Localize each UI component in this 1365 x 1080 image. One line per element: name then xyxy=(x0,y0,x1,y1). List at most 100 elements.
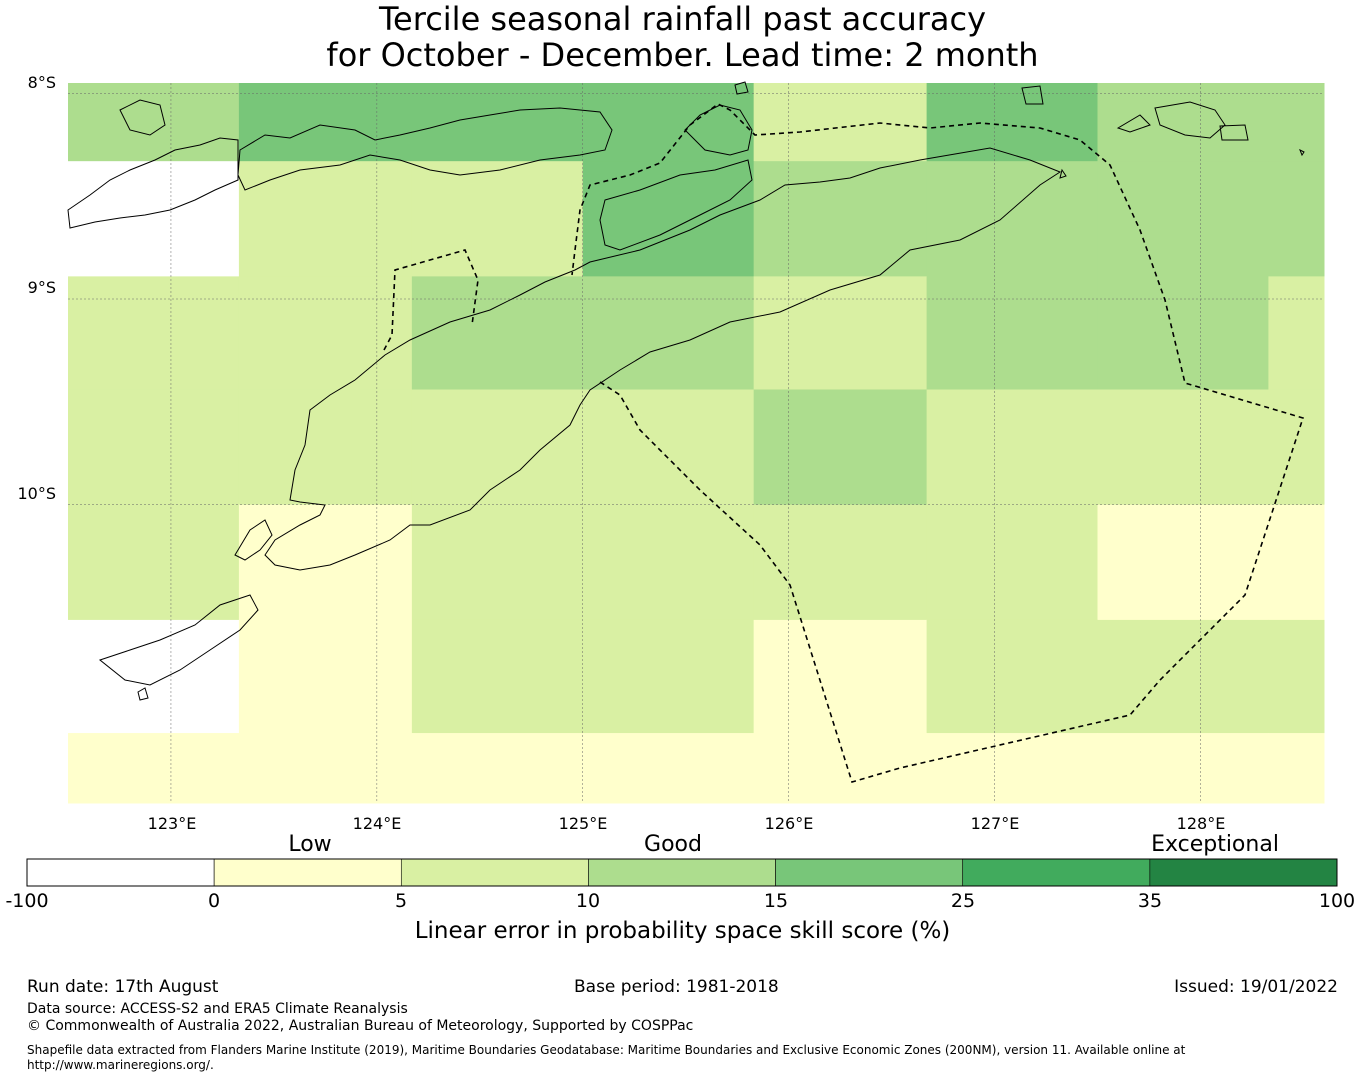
colorbar-segment xyxy=(588,858,776,887)
skill-cell xyxy=(1268,83,1325,162)
colorbar-segment xyxy=(962,858,1151,887)
map-title-line2: for October - December. Lead time: 2 mon… xyxy=(326,36,1039,74)
skill-cell xyxy=(582,276,755,391)
lat-label-10s: 10°S xyxy=(17,484,56,503)
shapefile-credit-line2: http://www.marineregions.org/. xyxy=(27,1058,214,1072)
oecusse-eez-boundary xyxy=(383,249,479,351)
colorbar-segment xyxy=(26,858,215,887)
skill-cell xyxy=(1097,161,1269,277)
skill-cell xyxy=(1097,733,1269,804)
lon-label-126e: 126°E xyxy=(764,814,814,833)
base-period: Base period: 1981-2018 xyxy=(574,977,779,997)
skill-cell xyxy=(411,276,584,391)
flores-east-coastline xyxy=(67,137,239,229)
skill-cell xyxy=(753,619,928,734)
skill-cell xyxy=(1097,276,1269,391)
skill-cell xyxy=(1268,504,1325,621)
lat-label-8s: 8°S xyxy=(27,73,56,92)
skill-cell xyxy=(1097,83,1269,162)
colorbar-outline xyxy=(26,858,1338,887)
map-title-line1: Tercile seasonal rainfall past accuracy xyxy=(378,0,987,38)
lon-label-124e: 124°E xyxy=(352,814,402,833)
skill-cell xyxy=(1097,389,1269,506)
lat-label-9s: 9°S xyxy=(27,278,56,297)
skill-cell xyxy=(411,389,584,506)
skill-cell xyxy=(1268,161,1325,277)
skill-cell xyxy=(582,389,755,506)
skill-cell xyxy=(1097,504,1269,621)
skill-cell xyxy=(68,83,240,162)
skill-cell xyxy=(238,733,413,804)
lon-label-123e: 123°E xyxy=(147,814,197,833)
colorbar-tick-15: 15 xyxy=(763,890,789,912)
colorbar-tick-35: 35 xyxy=(1137,890,1163,912)
timor-leste-eez-boundary xyxy=(571,103,1305,783)
run-date: Run date: 17th August xyxy=(27,977,219,997)
flores-north-islands xyxy=(119,99,166,136)
skill-cell xyxy=(1268,276,1325,391)
skill-cell xyxy=(68,276,240,391)
skill-cell xyxy=(238,619,413,734)
skill-cell xyxy=(926,733,1099,804)
skill-cell xyxy=(411,504,584,621)
copyright: © Commonwealth of Australia 2022, Austra… xyxy=(27,1018,694,1034)
skill-cell xyxy=(753,504,928,621)
legend-category-low: Low xyxy=(288,832,332,857)
data-source: Data source: ACCESS-S2 and ERA5 Climate … xyxy=(27,1001,408,1017)
colorbar-tick-25: 25 xyxy=(950,890,976,912)
skill-cell xyxy=(238,276,413,391)
colorbar-tick-0: 0 xyxy=(207,890,221,912)
sawu-coastline xyxy=(98,594,259,686)
skill-cell xyxy=(68,504,240,621)
skill-cell xyxy=(68,619,240,734)
romang-island xyxy=(1021,85,1044,105)
skill-cell xyxy=(926,504,1099,621)
skill-cell xyxy=(1097,619,1269,734)
skill-cell xyxy=(68,389,240,506)
skill-cell xyxy=(1268,619,1325,734)
colorbar-tick-10: 10 xyxy=(575,890,601,912)
damar-islands xyxy=(1116,101,1249,141)
issued-date: Issued: 19/01/2022 xyxy=(1174,977,1338,997)
skill-cell xyxy=(926,276,1099,391)
skill-cell xyxy=(582,504,755,621)
skill-cell xyxy=(411,161,584,277)
sawu-islet xyxy=(137,687,149,701)
skill-cell xyxy=(582,83,755,162)
skill-cell xyxy=(68,733,240,804)
skill-cell xyxy=(411,83,584,162)
colorbar-tick-5: 5 xyxy=(394,890,408,912)
lon-label-127e: 127°E xyxy=(970,814,1020,833)
skill-cell xyxy=(238,389,413,506)
skill-cell xyxy=(582,161,755,277)
legend-category-exceptional: Exceptional xyxy=(1151,832,1279,857)
rote-coastline xyxy=(234,519,273,561)
skill-map xyxy=(67,81,1325,804)
alor-coastline xyxy=(599,159,753,251)
skill-cell xyxy=(68,161,240,277)
skill-cell xyxy=(238,504,413,621)
skill-cell xyxy=(238,83,413,162)
skill-cell xyxy=(582,733,755,804)
coastlines xyxy=(67,81,1305,701)
colorbar-segment xyxy=(213,858,402,887)
colorbar-tick-minus100: -100 xyxy=(5,890,49,912)
skill-cell xyxy=(1268,733,1325,804)
wetar-coastline xyxy=(237,107,613,191)
shapefile-credit-line1: Shapefile data extracted from Flanders M… xyxy=(27,1043,1186,1057)
colorbar-segment xyxy=(1149,858,1338,887)
skill-cell xyxy=(411,733,584,804)
colorbar-title: Linear error in probability space skill … xyxy=(414,918,951,944)
skill-cell xyxy=(753,161,928,277)
skill-cell xyxy=(753,733,928,804)
lon-label-128e: 128°E xyxy=(1176,814,1226,833)
north-tip-islet xyxy=(734,81,749,95)
skill-cell xyxy=(926,161,1099,277)
skill-cell xyxy=(1268,389,1325,506)
skill-cell xyxy=(753,276,928,391)
skill-cell xyxy=(238,161,413,277)
colorbar-tick-100: 100 xyxy=(1318,890,1356,912)
colorbar-segment xyxy=(400,858,589,887)
timor-coastline xyxy=(264,147,1062,571)
babar-islet xyxy=(1299,148,1305,157)
